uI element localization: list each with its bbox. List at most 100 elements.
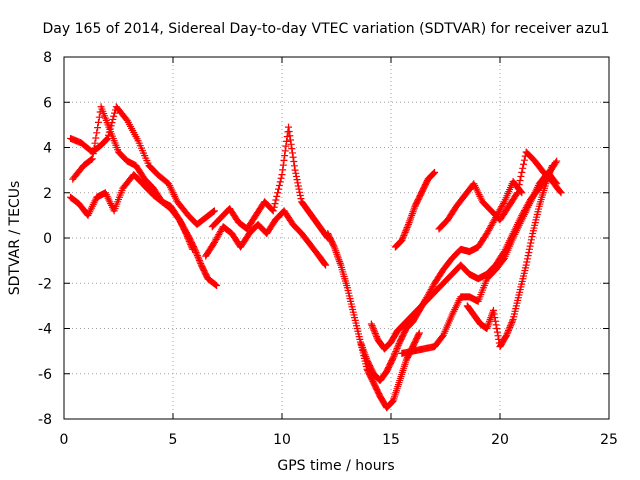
- track-4-point: [290, 158, 298, 166]
- track-10-point: [398, 236, 406, 244]
- track-2-point: [93, 129, 101, 137]
- track-12-point: [492, 321, 500, 329]
- track-4-point: [273, 192, 281, 200]
- track-12-point: [491, 317, 499, 325]
- track-3-point: [191, 247, 199, 255]
- track-12-point: [505, 325, 513, 333]
- track-4-point: [272, 196, 280, 204]
- x-axis-label: GPS time / hours: [277, 458, 394, 474]
- track-7-point: [392, 346, 400, 354]
- track-7-point: [499, 199, 507, 207]
- track-10-point: [401, 230, 409, 238]
- track-10-point: [402, 225, 410, 233]
- track-8-point: [553, 157, 561, 165]
- track-11-point: [514, 185, 522, 193]
- track-8-point: [373, 333, 381, 341]
- track-11-point: [518, 168, 526, 176]
- y-tick-labels: -8 -6 -4 -2 0 2 4 6 8: [38, 50, 52, 428]
- track-11-point: [556, 188, 564, 196]
- track-5-point: [321, 260, 329, 268]
- y-axis-label: SDTVAR / TECUs: [7, 181, 23, 296]
- track-1-point: [210, 208, 218, 216]
- track-1-point: [102, 136, 110, 144]
- track-4-point: [285, 123, 293, 131]
- y-tick-label: -6: [38, 367, 52, 383]
- track-12-point: [490, 310, 498, 318]
- track-4-point: [296, 188, 304, 196]
- track-8-point: [371, 328, 379, 336]
- track-4-point: [287, 140, 295, 148]
- track-7-point: [389, 355, 397, 363]
- track-7-point: [390, 351, 398, 359]
- track-2-point: [90, 144, 98, 152]
- track-11-point: [516, 177, 524, 185]
- track-3-point: [190, 244, 198, 252]
- track-4-point: [296, 191, 304, 199]
- track-2-point: [92, 134, 100, 142]
- track-10-point: [430, 169, 438, 177]
- track-4-point: [294, 179, 302, 187]
- track-2-point: [88, 155, 96, 163]
- track-7-point: [395, 340, 403, 348]
- y-tick-label: -4: [38, 322, 52, 338]
- track-4-point: [291, 166, 299, 174]
- track-11-point: [513, 189, 521, 197]
- grid-lines: [64, 57, 609, 419]
- chart-title: Day 165 of 2014, Sidereal Day-to-day VTE…: [43, 21, 610, 37]
- track-4-point: [285, 127, 293, 135]
- x-tick-label: 20: [491, 432, 509, 448]
- track-12-point: [527, 239, 535, 247]
- track-4-point: [281, 152, 289, 160]
- track-12-point: [522, 261, 530, 269]
- track-10-point: [400, 232, 408, 240]
- track-12-point: [526, 242, 534, 250]
- track-3-point: [193, 252, 201, 260]
- y-tick-label: 2: [43, 186, 52, 202]
- track-3-point: [212, 281, 220, 289]
- axis-ticks: [63, 56, 610, 420]
- track-8-point: [370, 326, 378, 334]
- track-4-point: [269, 207, 277, 215]
- y-tick-label: 4: [43, 141, 52, 157]
- track-10-point: [403, 224, 411, 232]
- y-tick-label: 6: [43, 95, 52, 111]
- track-11-point: [515, 181, 523, 189]
- track-4-point: [288, 145, 296, 153]
- track-8-point: [368, 322, 376, 330]
- track-2-point: [94, 124, 102, 132]
- track-2-point: [94, 118, 102, 126]
- track-12-point: [508, 319, 516, 327]
- track-4-point: [290, 162, 298, 170]
- track-10-point: [401, 228, 409, 236]
- track-4-point: [270, 203, 278, 211]
- track-12-point: [493, 328, 501, 336]
- track-2-point: [95, 113, 103, 121]
- track-4-point: [292, 169, 300, 177]
- track-12-point: [523, 255, 531, 263]
- track-4-point: [271, 200, 279, 208]
- track-12-point: [494, 332, 502, 340]
- track-7-point: [392, 348, 400, 356]
- track-11-point: [557, 189, 565, 197]
- track-2-point: [89, 150, 97, 158]
- track-7-point: [391, 349, 399, 357]
- track-11-point: [520, 160, 528, 168]
- x-tick-labels: 0 5 10 15 20 25: [60, 432, 618, 448]
- track-4-point: [283, 137, 291, 145]
- track-4-point: [279, 161, 287, 169]
- track-12-point: [505, 327, 513, 335]
- track-12-point: [524, 252, 532, 260]
- track-10-point: [429, 170, 437, 178]
- y-tick-label: -8: [38, 412, 52, 428]
- track-12-point: [523, 258, 531, 266]
- track-3-point: [195, 256, 203, 264]
- track-12-point: [506, 323, 514, 331]
- track-4-point: [289, 153, 297, 161]
- track-12-point: [503, 330, 511, 338]
- track-7-point: [390, 352, 398, 360]
- track-2-point: [87, 155, 95, 163]
- track-12-point: [528, 233, 536, 241]
- track-10-point: [402, 227, 410, 235]
- track-8-point: [369, 323, 377, 331]
